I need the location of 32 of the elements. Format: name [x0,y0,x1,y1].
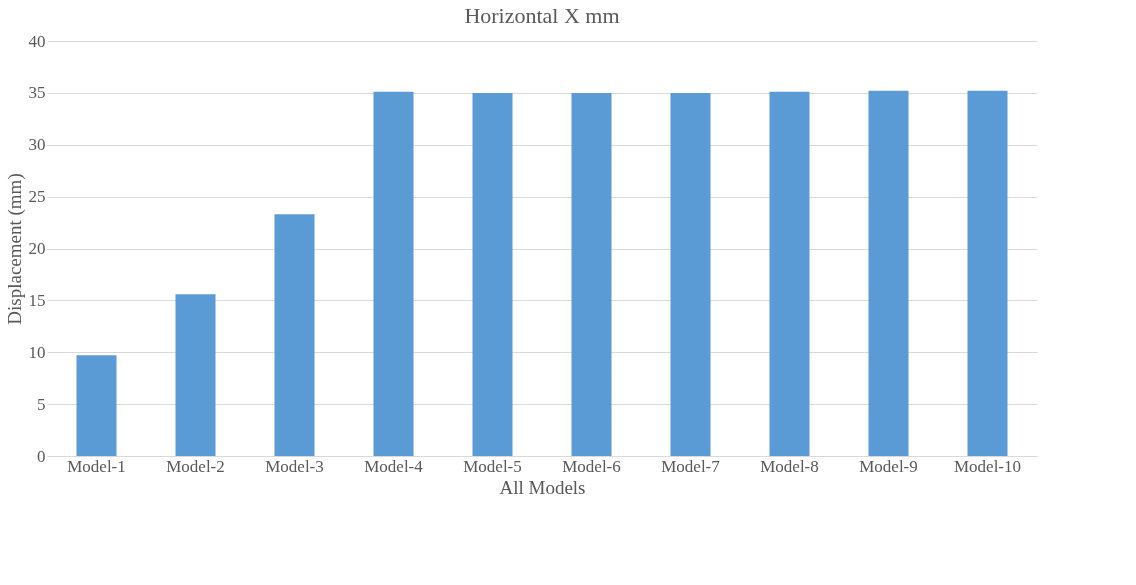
x-tick-label: Model-7 [661,456,721,476]
x-axis-title: All Models [499,476,586,498]
y-axis-title: Displacement (mm) [3,173,26,325]
y-tick-label: 15 [28,290,46,310]
bar [967,90,1008,456]
y-tick-label: 10 [28,342,46,362]
bar [571,92,612,456]
bar [472,92,513,456]
y-tick-label: 0 [37,446,46,466]
y-tick-label: 30 [28,135,46,155]
bar [76,355,117,456]
x-tick-label: Model-5 [463,456,522,476]
bar [373,91,414,456]
y-tick-label: 35 [28,83,46,103]
chart-title: Horizontal X mm [464,3,620,28]
x-tick-label: Model-3 [265,456,324,476]
x-tick-label: Model-1 [67,456,126,476]
x-tick-label: Model-9 [859,456,918,476]
bar [274,214,315,456]
bar [175,294,216,456]
y-tick-label: 20 [28,239,46,258]
y-tick-label: 40 [28,31,46,51]
x-tick-label: Model-6 [562,456,621,476]
y-tick-label: 25 [28,187,46,207]
x-tick-label: Model-2 [166,456,225,476]
x-tick-label: Model-10 [953,456,1022,476]
bar [670,92,711,456]
x-tick-label: Model-8 [760,456,819,476]
y-tick-label: 5 [37,394,46,414]
x-tick-label: Model-4 [364,456,424,476]
bar [769,91,810,456]
bar [868,90,909,456]
